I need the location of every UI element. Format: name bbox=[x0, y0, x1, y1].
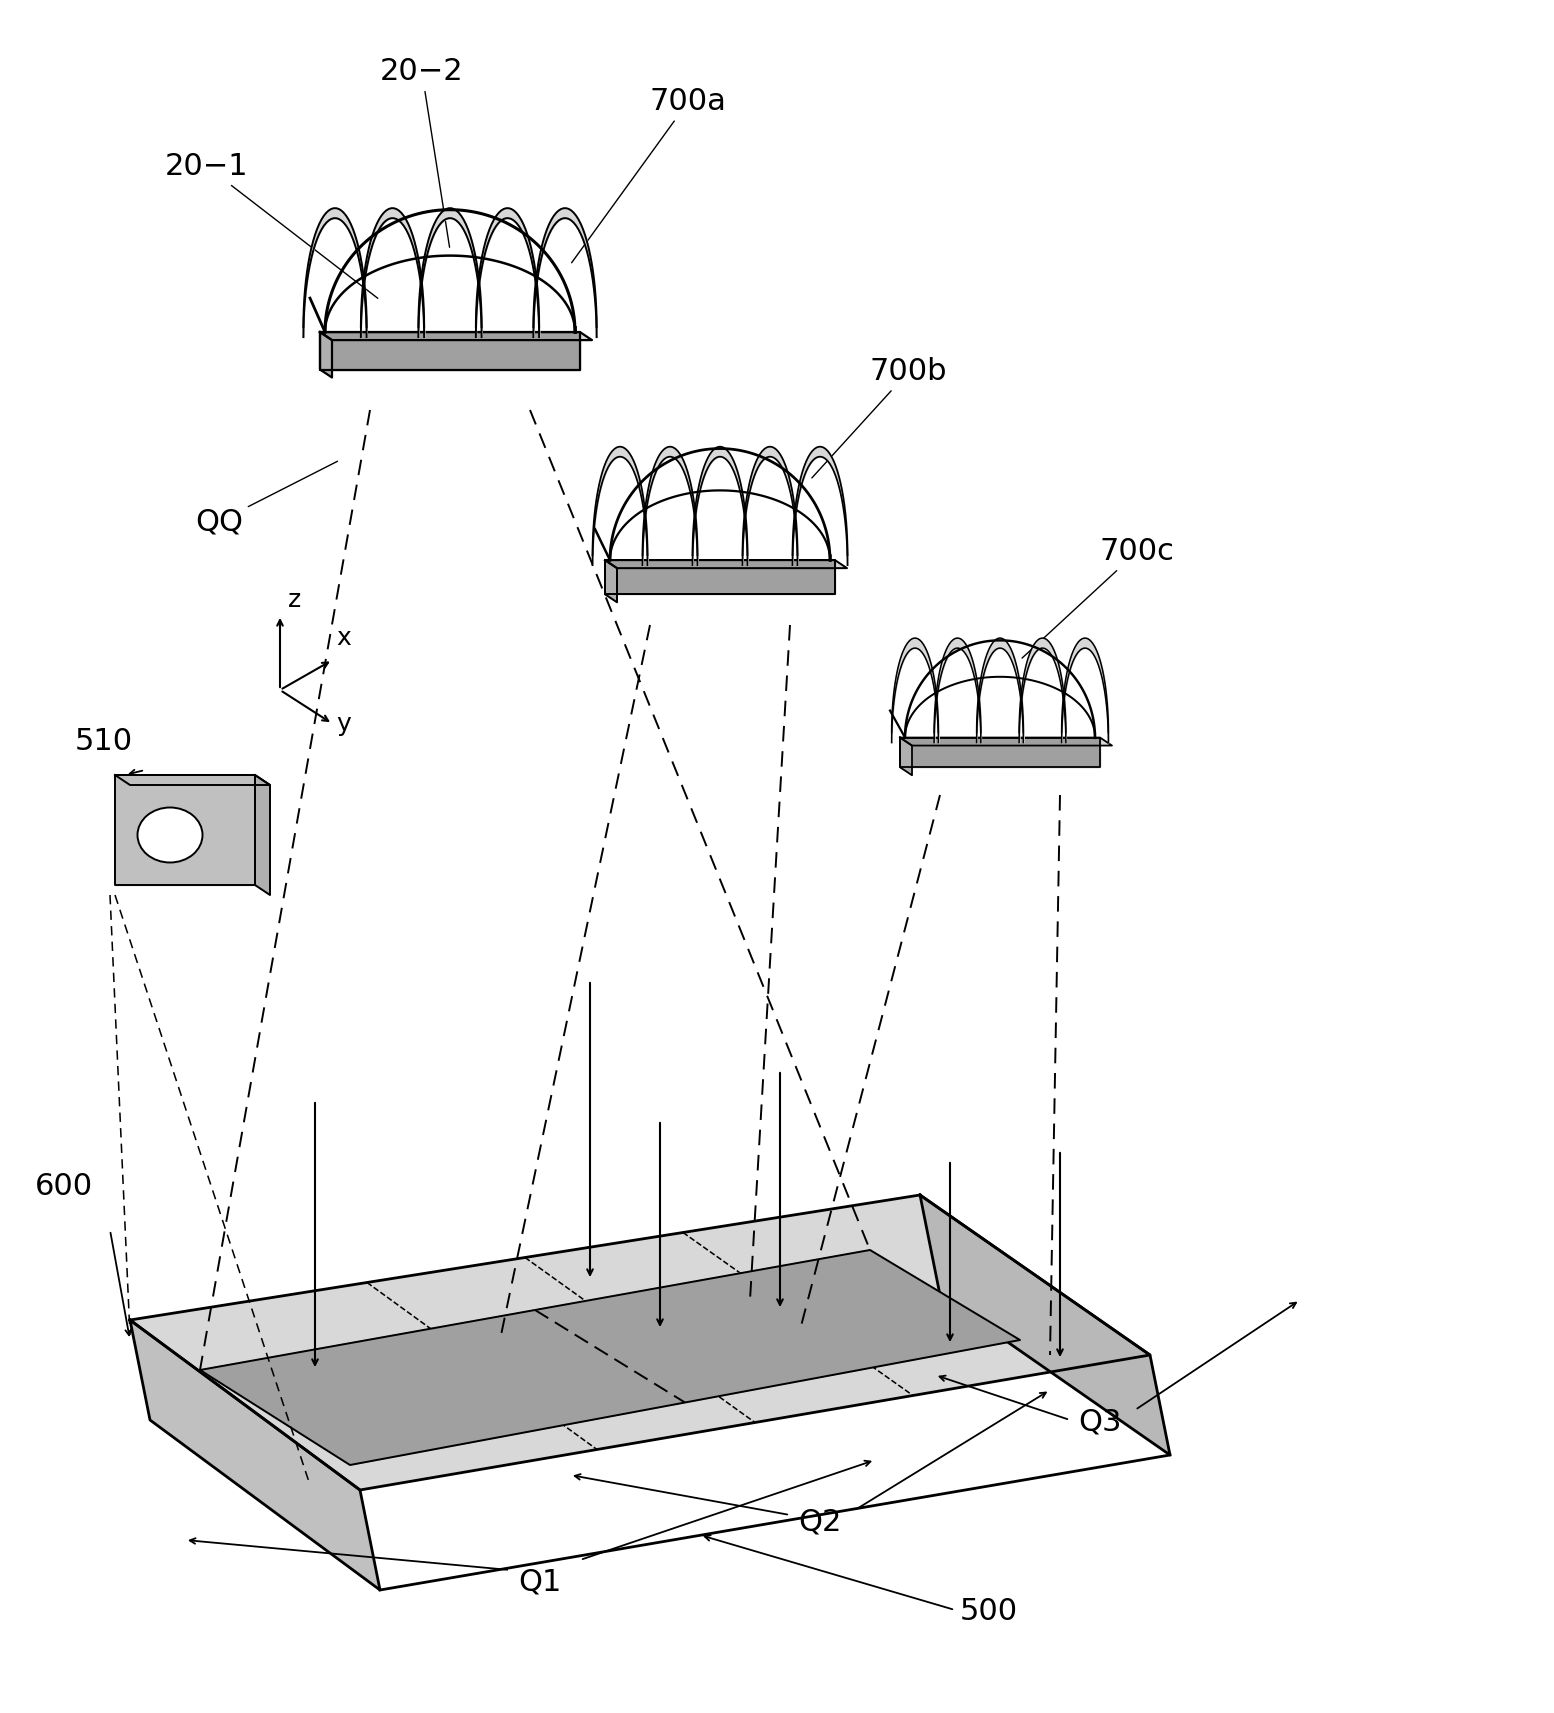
Text: 700c: 700c bbox=[1023, 536, 1175, 658]
Polygon shape bbox=[320, 332, 592, 341]
Polygon shape bbox=[255, 774, 270, 894]
Text: y: y bbox=[336, 713, 351, 737]
Polygon shape bbox=[605, 560, 617, 603]
Text: 20−2: 20−2 bbox=[381, 57, 463, 247]
Polygon shape bbox=[131, 1196, 1150, 1490]
Polygon shape bbox=[920, 1196, 1170, 1454]
Polygon shape bbox=[115, 774, 255, 886]
Polygon shape bbox=[900, 738, 1100, 767]
Polygon shape bbox=[115, 774, 270, 785]
Text: 700b: 700b bbox=[811, 356, 948, 478]
Text: QQ: QQ bbox=[194, 461, 337, 536]
Polygon shape bbox=[900, 738, 912, 776]
Text: 20−1: 20−1 bbox=[165, 152, 378, 298]
Polygon shape bbox=[200, 1250, 1019, 1465]
Polygon shape bbox=[320, 332, 333, 377]
Polygon shape bbox=[320, 332, 580, 370]
Text: 510: 510 bbox=[75, 726, 134, 755]
Text: Q3: Q3 bbox=[1078, 1406, 1122, 1435]
Polygon shape bbox=[900, 738, 1113, 745]
Text: 700a: 700a bbox=[572, 87, 727, 262]
Polygon shape bbox=[131, 1321, 381, 1590]
Polygon shape bbox=[605, 560, 834, 594]
Text: Q2: Q2 bbox=[799, 1507, 842, 1537]
Text: 600: 600 bbox=[36, 1172, 93, 1201]
Text: z: z bbox=[287, 588, 301, 612]
Polygon shape bbox=[605, 560, 847, 569]
Text: 500: 500 bbox=[960, 1597, 1018, 1626]
Text: Q1: Q1 bbox=[519, 1567, 561, 1597]
Ellipse shape bbox=[137, 807, 202, 863]
Text: x: x bbox=[336, 625, 351, 649]
